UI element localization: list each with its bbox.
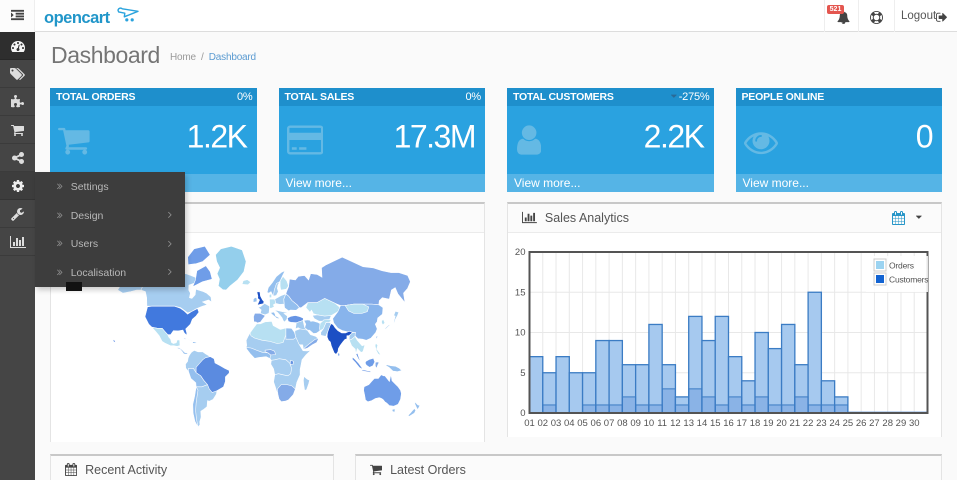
svg-text:01: 01 — [524, 418, 535, 429]
svg-text:23: 23 — [816, 418, 827, 429]
svg-text:20: 20 — [515, 247, 526, 258]
svg-text:04: 04 — [564, 418, 575, 429]
svg-text:Orders: Orders — [889, 261, 914, 271]
svg-text:10: 10 — [515, 328, 526, 339]
svg-text:30: 30 — [909, 418, 920, 429]
svg-text:12: 12 — [670, 418, 681, 429]
svg-text:18: 18 — [750, 418, 761, 429]
svg-text:24: 24 — [829, 418, 840, 429]
svg-text:15: 15 — [515, 287, 526, 298]
svg-text:16: 16 — [723, 418, 734, 429]
svg-text:5: 5 — [520, 368, 525, 379]
svg-text:0: 0 — [520, 408, 525, 419]
svg-text:07: 07 — [604, 418, 615, 429]
svg-text:06: 06 — [591, 418, 602, 429]
svg-text:Customers: Customers — [889, 275, 928, 285]
svg-text:17: 17 — [736, 418, 747, 429]
svg-text:25: 25 — [843, 418, 854, 429]
svg-text:15: 15 — [710, 418, 721, 429]
svg-text:20: 20 — [776, 418, 787, 429]
svg-text:10: 10 — [644, 418, 655, 429]
svg-text:09: 09 — [630, 418, 641, 429]
svg-text:29: 29 — [896, 418, 907, 429]
svg-text:08: 08 — [617, 418, 628, 429]
svg-text:05: 05 — [577, 418, 588, 429]
svg-text:26: 26 — [856, 418, 867, 429]
svg-text:27: 27 — [869, 418, 880, 429]
svg-text:03: 03 — [551, 418, 562, 429]
svg-text:14: 14 — [697, 418, 708, 429]
svg-text:19: 19 — [763, 418, 774, 429]
svg-text:22: 22 — [803, 418, 814, 429]
svg-text:28: 28 — [882, 418, 893, 429]
svg-text:02: 02 — [537, 418, 548, 429]
svg-text:13: 13 — [683, 418, 694, 429]
svg-text:11: 11 — [657, 418, 667, 429]
svg-text:21: 21 — [790, 418, 801, 429]
